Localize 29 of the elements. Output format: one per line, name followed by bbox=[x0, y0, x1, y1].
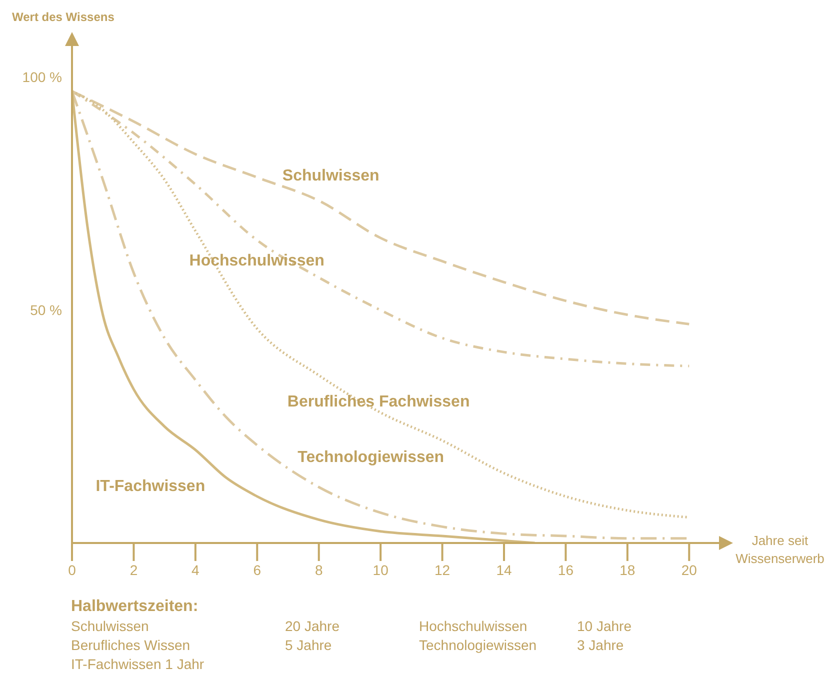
y-tick-label: 50 % bbox=[30, 302, 62, 318]
text: Halbwertszeiten: bbox=[71, 598, 200, 616]
series-label: Technologiewissen bbox=[298, 449, 444, 466]
x-tick-label: 8 bbox=[314, 562, 323, 578]
text: Schulwissen bbox=[71, 618, 150, 634]
x-tick-label: 6 bbox=[253, 562, 262, 578]
x-tick-label: 14 bbox=[496, 562, 512, 578]
text: IT-Fachwissen 1 Jahr bbox=[71, 656, 206, 672]
series-label: IT-Fachwissen bbox=[96, 478, 206, 495]
text: Berufliches Wissen bbox=[71, 637, 192, 653]
text: 5 Jahre bbox=[285, 637, 333, 653]
line-series bbox=[72, 90, 536, 543]
series-label: Schulwissen bbox=[282, 168, 380, 185]
text: Technologiewissen bbox=[419, 637, 538, 653]
x-tick-label: 0 bbox=[68, 562, 76, 578]
x-tick-label: 10 bbox=[372, 562, 389, 578]
x-tick-label: 2 bbox=[130, 562, 138, 578]
x-tick-label: 4 bbox=[192, 562, 200, 578]
x-axis-title: Jahre seit Wissenserwerb bbox=[734, 532, 826, 568]
y-tick-label: 100 % bbox=[22, 69, 62, 86]
text: 10 Jahre bbox=[577, 618, 632, 634]
text: 3 Jahre bbox=[577, 637, 625, 653]
x-tick-label: 18 bbox=[620, 562, 636, 578]
text: Hochschulwissen bbox=[419, 618, 528, 634]
y-axis-title: Wert des Wissens bbox=[12, 10, 114, 24]
x-tick-label: 16 bbox=[558, 562, 574, 578]
x-tick-label: 20 bbox=[681, 562, 698, 578]
text: 20 Jahre bbox=[285, 618, 340, 634]
x-tick-label: 12 bbox=[434, 562, 450, 578]
